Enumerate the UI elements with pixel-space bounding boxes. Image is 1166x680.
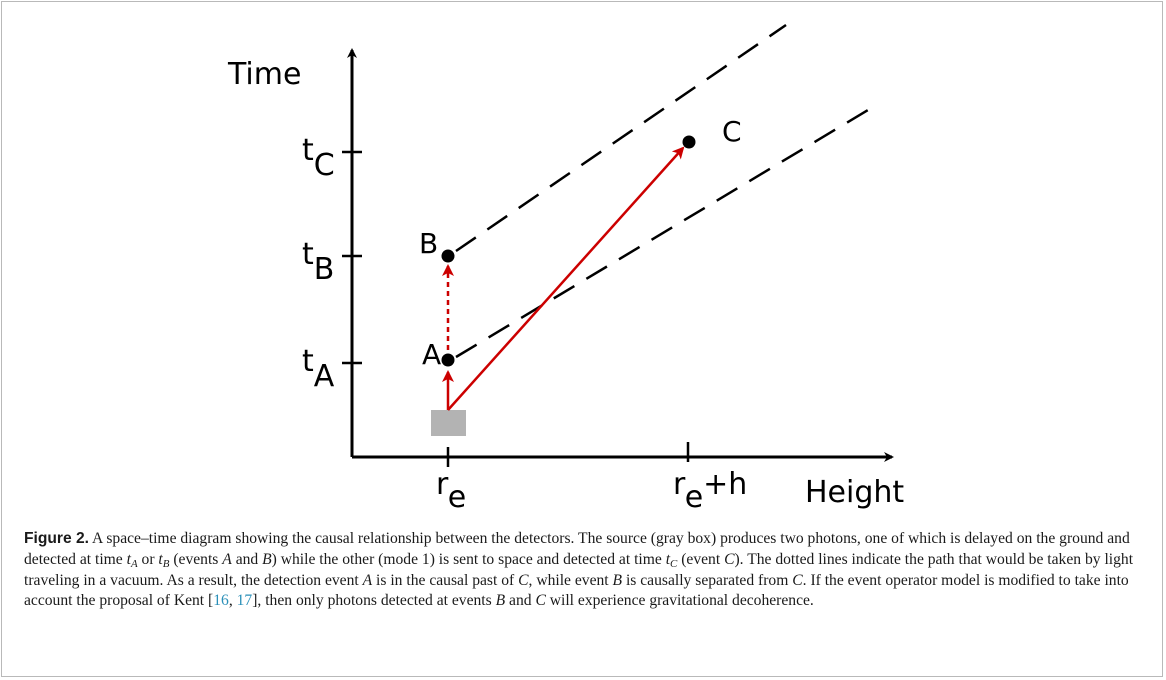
reference-link-17[interactable]: 17 [236,592,253,610]
tick-label-reh: re+h [673,467,747,515]
event-B-label: B [419,227,438,260]
height-axis-label: Height [805,475,904,510]
figure-label: Figure 2. [24,530,89,547]
event-A-label: A [422,338,441,371]
tick-label-tC: tC [302,133,335,183]
reference-link-16[interactable]: 16 [213,592,229,610]
event-B-dot [441,249,455,263]
time-axis-label: Time [227,57,301,92]
light-line-from-B [455,23,787,253]
event-A-dot [441,353,455,367]
figure-caption: Figure 2. A space–time diagram showing t… [24,530,1134,610]
photon-path-C [447,146,685,411]
source-box [431,410,466,436]
tick-label-tB: tB [302,237,334,287]
light-line-from-A [455,108,869,359]
event-C-label: C [722,115,742,148]
event-C-dot [682,135,696,149]
spacetime-diagram: Time Height tC tB tA re re+h A B C [227,23,904,515]
tick-label-re: re [436,467,466,515]
tick-label-tA: tA [302,344,335,394]
